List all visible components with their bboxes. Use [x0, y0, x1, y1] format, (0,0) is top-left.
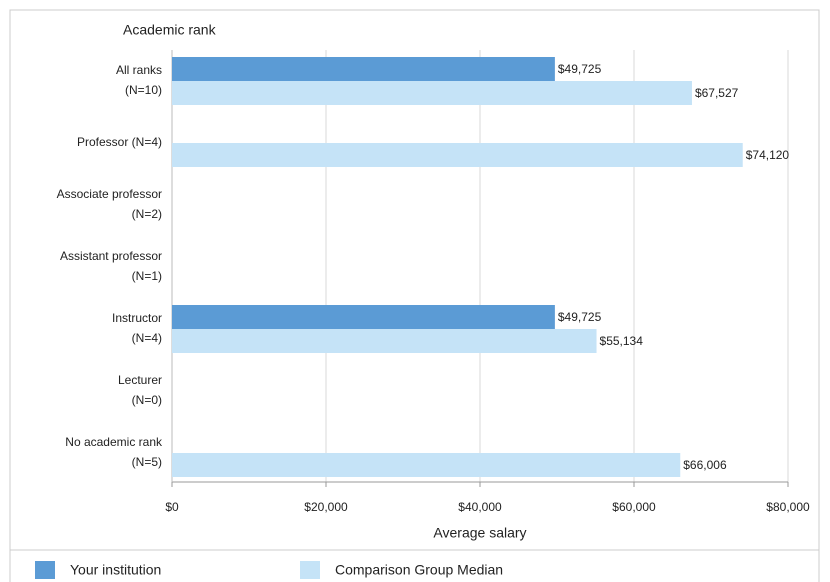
- x-tick-label: $80,000: [766, 500, 810, 514]
- legend-swatch: [35, 561, 55, 579]
- x-tick-label: $40,000: [458, 500, 502, 514]
- x-tick-label: $20,000: [304, 500, 348, 514]
- value-label: $49,725: [558, 62, 602, 76]
- legend-label: Your institution: [70, 562, 161, 578]
- x-tick-label: $60,000: [612, 500, 656, 514]
- bar: [172, 329, 597, 353]
- y-tick-label: No academic rank: [65, 435, 163, 449]
- value-label: $49,725: [558, 310, 602, 324]
- chart-frame: [9, 9, 820, 582]
- y-tick-label: (N=0): [132, 393, 162, 407]
- bar: [172, 143, 743, 167]
- legend-swatch: [300, 561, 320, 579]
- x-tick-label: $0: [165, 500, 179, 514]
- y-tick-label: Professor (N=4): [77, 135, 162, 149]
- y-tick-label: Instructor: [112, 311, 162, 325]
- bar: [172, 453, 681, 477]
- y-tick-label: Lecturer: [118, 373, 162, 387]
- y-tick-label: All ranks: [116, 63, 162, 77]
- y-tick-label: (N=2): [132, 207, 162, 221]
- bar: [172, 305, 555, 329]
- x-axis-title: Average salary: [433, 525, 526, 541]
- y-tick-label: (N=10): [125, 83, 162, 97]
- value-label: $67,527: [695, 86, 739, 100]
- bar: [172, 81, 692, 105]
- y-tick-label: (N=4): [132, 331, 162, 345]
- value-label: $66,006: [683, 458, 727, 472]
- y-tick-label: Associate professor: [57, 187, 162, 201]
- y-tick-label: (N=5): [132, 455, 162, 469]
- bar: [172, 57, 555, 81]
- y-tick-label: (N=1): [132, 269, 162, 283]
- y-tick-label: Assistant professor: [60, 249, 162, 263]
- value-label: $74,120: [746, 148, 790, 162]
- value-label: $55,134: [600, 334, 644, 348]
- legend-label: Comparison Group Median: [335, 562, 503, 578]
- y-axis-title: Academic rank: [123, 22, 217, 38]
